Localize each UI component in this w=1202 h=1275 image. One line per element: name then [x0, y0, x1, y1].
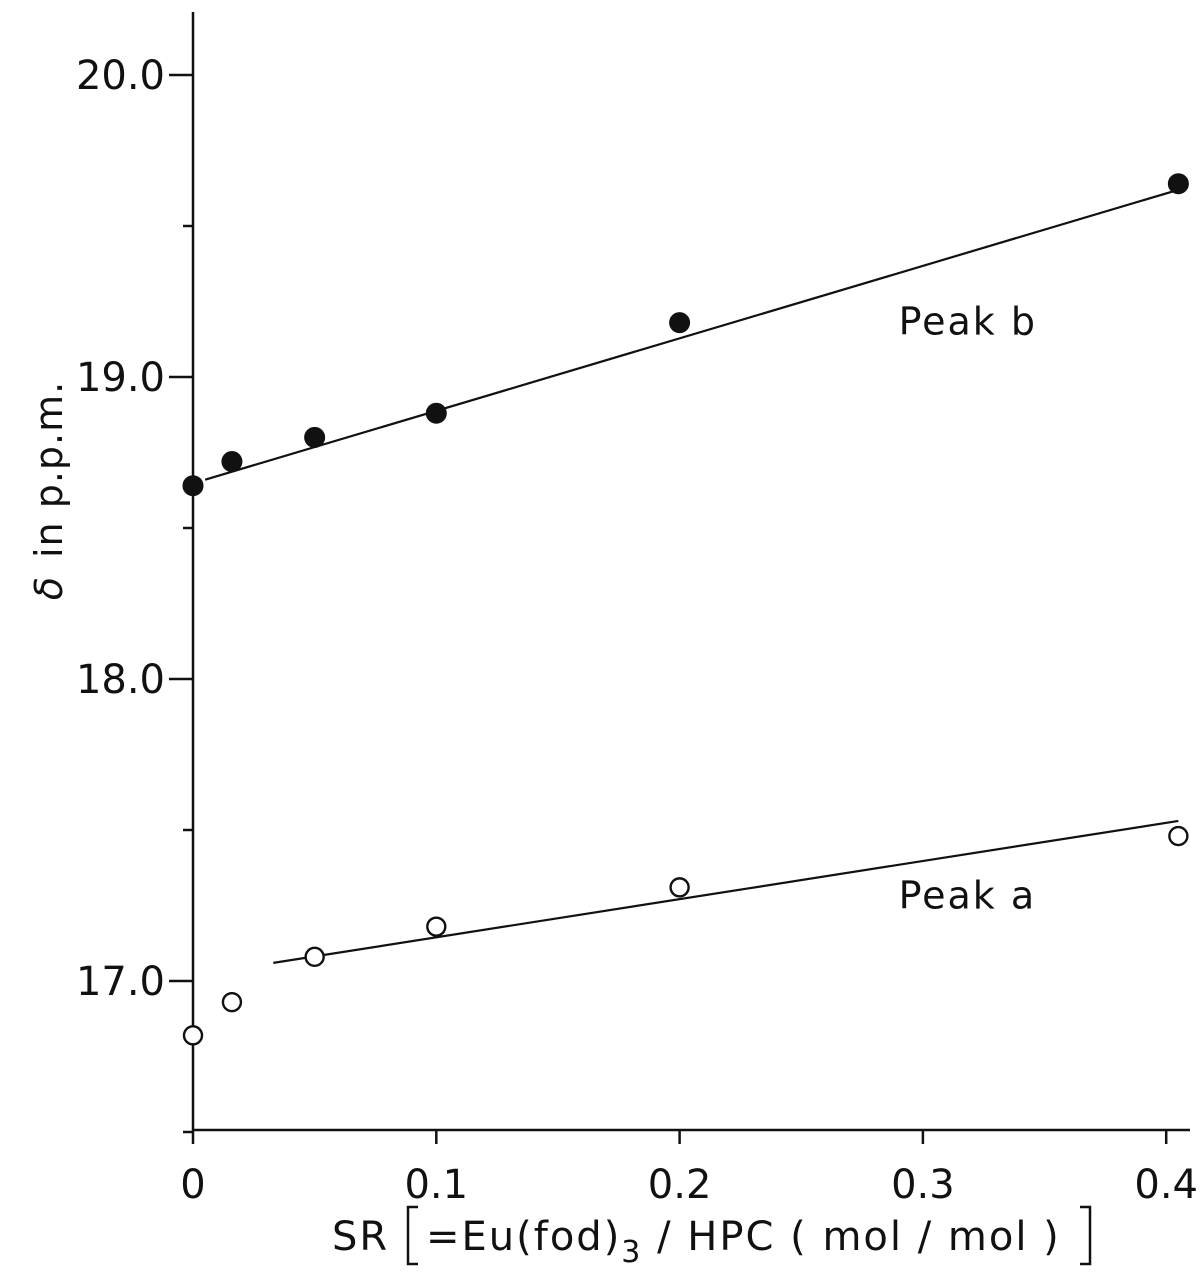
data-point-peak-a: [304, 946, 325, 968]
axes: [191, 12, 1190, 1132]
y-axis-label-symbol: δ: [27, 576, 71, 600]
y-axis-label: δ in p.p.m.: [27, 381, 71, 600]
x-axis-label-right-bracket: [1080, 1205, 1092, 1266]
x-axis-label-formula: =Eu(fod)3 / HPC ( mol / mol ): [426, 1214, 1061, 1270]
data-point-peak-b: [425, 402, 447, 424]
fit-line-peak-b: [204, 188, 1179, 481]
y-tick-label: 17.0: [76, 959, 165, 1005]
data-point-peak-a: [669, 877, 690, 898]
y-tick-label: 19.0: [76, 355, 165, 401]
x-tick-label: 0.2: [648, 1162, 712, 1208]
data-point-peak-b: [669, 312, 691, 334]
x-ticks: 0 0.1 0.2 0.3 0.4: [180, 1130, 1198, 1208]
y-tick-label: 20.0: [76, 53, 165, 99]
series-label-peak-a: Peak a: [899, 874, 1037, 918]
x-axis-label-subscript: 3: [621, 1235, 642, 1270]
data-points: [182, 173, 1189, 1046]
x-tick-label: 0: [180, 1162, 205, 1208]
data-point-peak-a: [182, 1025, 204, 1046]
x-tick-label: 0.3: [891, 1162, 955, 1208]
annotations: Peak b Peak a: [899, 300, 1037, 918]
x-tick-label: 0.1: [404, 1162, 468, 1208]
fit-lines: [204, 188, 1179, 964]
x-axis-label: SR =Eu(fod)3 / HPC ( mol / mol ): [332, 1205, 1092, 1270]
data-point-peak-a: [426, 916, 447, 937]
x-axis-label-inner: =Eu(fod): [426, 1214, 621, 1260]
data-point-peak-b: [221, 451, 243, 473]
y-axis-label-text: in p.p.m.: [27, 381, 71, 558]
data-point-peak-a: [221, 991, 243, 1013]
data-point-peak-a: [1168, 825, 1189, 847]
fit-line-peak-a: [273, 819, 1179, 964]
x-axis-label-left-bracket: [406, 1205, 418, 1266]
data-point-peak-b: [182, 475, 204, 497]
x-axis-label-rest: / HPC ( mol / mol ): [642, 1214, 1060, 1260]
x-tick-label: 0.4: [1134, 1162, 1198, 1208]
y-tick-label: 18.0: [76, 657, 165, 703]
y-ticks: 17.0 18.0 19.0 20.0: [76, 53, 193, 1134]
data-point-peak-b: [1167, 173, 1189, 195]
series-label-peak-b: Peak b: [899, 300, 1037, 344]
x-axis-label-prefix: SR: [332, 1214, 389, 1260]
data-point-peak-b: [304, 426, 326, 448]
